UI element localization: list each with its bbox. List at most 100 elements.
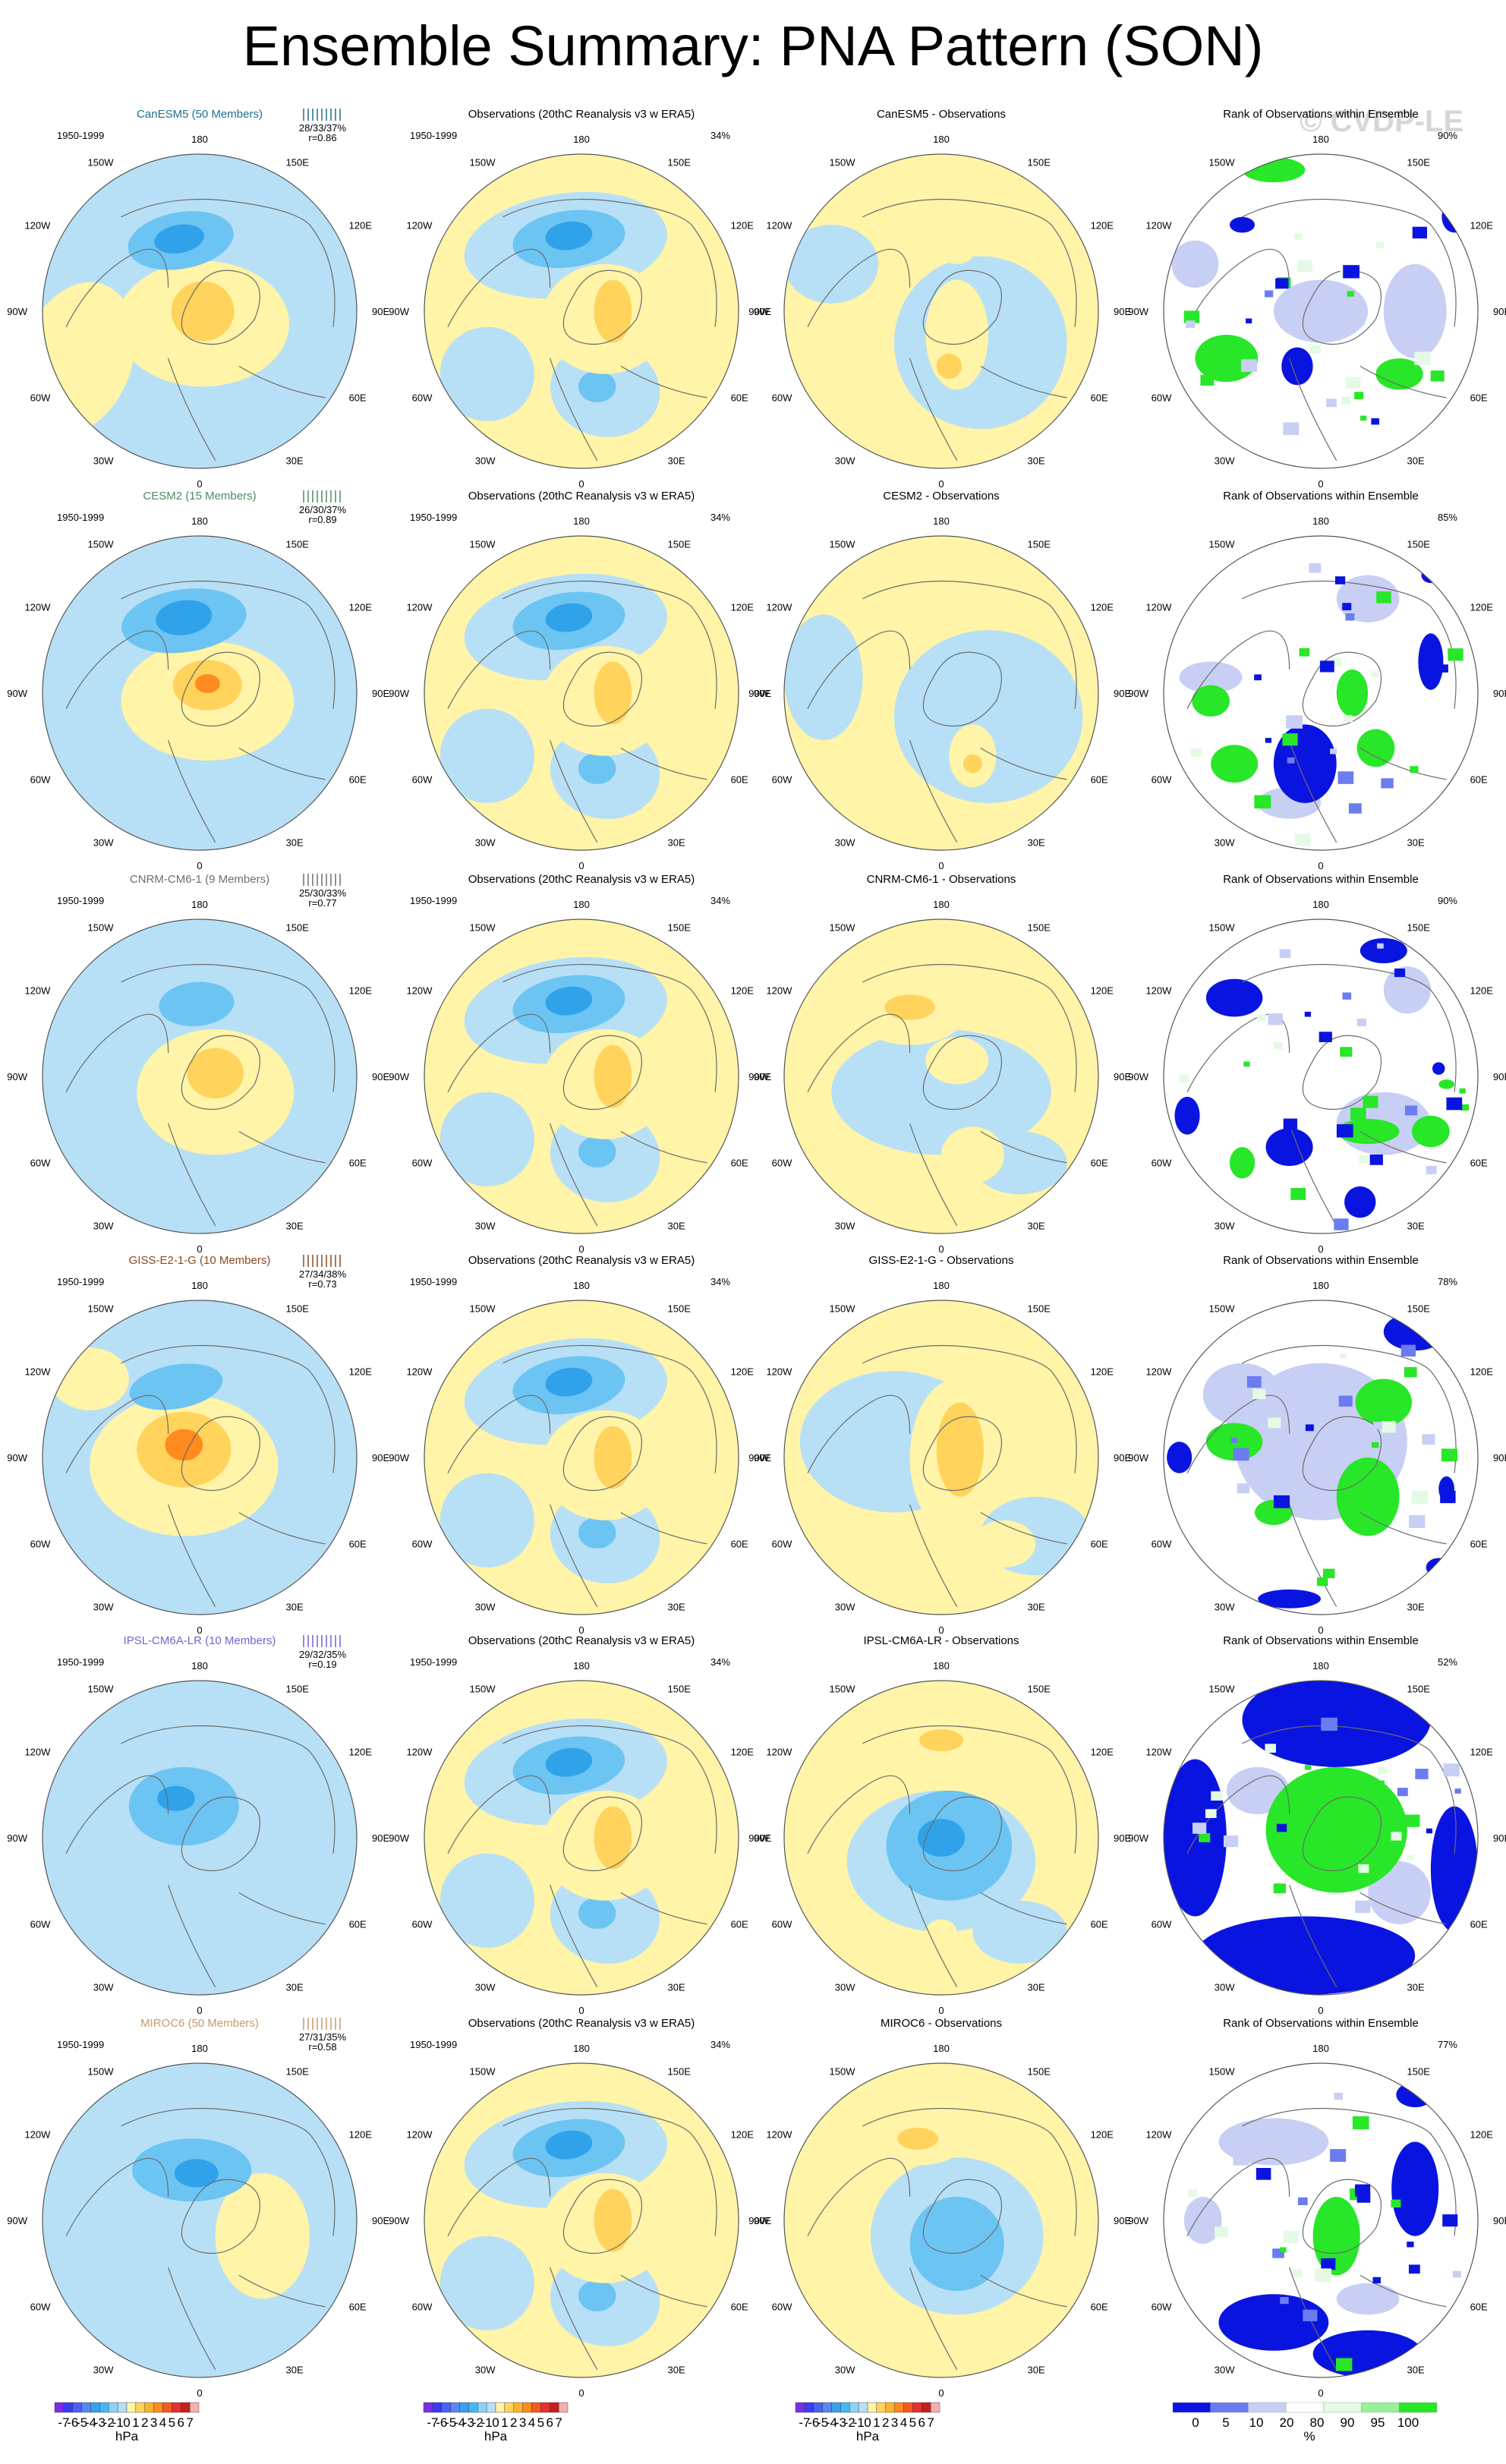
legend-swatch [504,2402,514,2413]
longitude-label: 60W [412,1919,433,1930]
rank-map-grid-cells [1230,1344,1458,1586]
longitude-label: 90E [1114,1071,1131,1082]
longitude-label: 0 [938,478,944,490]
legend-swatch [162,2402,172,2413]
longitude-label: 60W [412,1539,433,1550]
rank-cell [1283,1118,1298,1130]
legend-tick-label: -4 [85,2415,96,2430]
difference-map-border [783,918,1099,1234]
difference-map-border [783,153,1099,469]
rank-map-rank-high-region [1229,1147,1256,1179]
longitude-label: 30E [668,1602,685,1613]
legend-tick-label: -1 [481,2415,493,2430]
rank-map [1163,1300,1479,1615]
longitude-label: 120W [24,1747,51,1758]
legend-difference: -7-6-5-4-3-2-1 0 1 2 3 4 5 6 7 hPa [795,2402,940,2444]
rank-map-grid-cells [1190,562,1463,846]
longitude-label: 30E [1407,1602,1425,1613]
longitude-label: 150E [1407,538,1431,550]
rank-cell [1186,320,1196,328]
longitude-label: 150W [88,922,115,933]
rank-cell [1283,422,1300,436]
rank-cell [1381,778,1394,789]
rank-cell [1330,2149,1347,2162]
longitude-label: 90W [1128,688,1148,699]
rank-map-rank-low-region [1258,1589,1321,1609]
rank-cell [1363,1095,1378,1108]
rank-cell [1348,803,1362,814]
rank-cell [1334,576,1346,584]
model-map [42,918,358,1234]
ensemble-spread-ticks [303,490,341,503]
longitude-label: 120W [766,2129,792,2141]
longitude-label: 0 [1318,1624,1323,1636]
legend-tick-label: -5 [817,2415,828,2430]
longitude-label: 60E [1470,392,1488,404]
difference-map-positive-light-region [937,232,976,264]
longitude-label: 90E [372,1071,389,1082]
longitude-label: 120E [1470,1366,1494,1378]
longitude-label: 90W [7,1071,27,1082]
longitude-label: 90W [7,1452,27,1464]
longitude-label: 90E [1493,306,1506,317]
longitude-label: 120E [731,985,755,997]
longitude-label: 60E [349,1919,367,1930]
model-map-border [42,535,358,851]
longitude-label: 60W [772,2302,792,2313]
difference-title: IPSL-CM6A-LR - Observations [863,1634,1019,1647]
rank-title: Rank of Observations within Ensemble [1223,108,1419,121]
difference-map-border [783,1300,1099,1615]
model-stats: 29/32/35% [299,1649,347,1660]
observations-map [424,2062,739,2378]
rank-map-rank-high-region [1412,1115,1450,1148]
legend-tick-label: -6 [67,2415,78,2430]
longitude-label: 180 [191,134,208,145]
legend-swatch [876,2402,886,2413]
model-map-coastline [65,198,336,461]
longitude-label: 120E [1470,985,1494,997]
longitude-label: 90W [7,2215,27,2226]
legend-tick-label: -4 [826,2415,837,2430]
longitude-label: 120W [766,985,792,997]
longitude-label: 90E [1493,1452,1506,1464]
rank-cell [1290,1188,1306,1200]
longitude-label: 180 [573,899,590,910]
legend-tick-label: 1 [873,2415,880,2430]
longitude-label: 120W [766,1747,792,1758]
rank-title: Rank of Observations within Ensemble [1223,873,1419,886]
legend-tick-label: 4 [900,2415,907,2430]
rank-cell [1381,1421,1396,1433]
rank-cell [1440,1490,1456,1504]
model-map-negative-deep-region [154,224,204,254]
rank-percent: 90% [1438,895,1457,906]
rank-cell [1183,310,1200,323]
observations-map-positive-mid-region [594,2188,632,2252]
longitude-label: 90E [1114,306,1131,317]
longitude-label: 60E [1091,774,1108,786]
observations-map-negative-mid-region [578,370,616,403]
longitude-label: 30W [835,455,855,467]
longitude-label: 0 [1318,2387,1323,2399]
legend-swatch [189,2402,200,2413]
rank-cell [1334,1218,1349,1230]
rank-map-coastline [1186,2107,1457,2370]
longitude-label: 180 [1312,2043,1329,2054]
longitude-label: 120W [1145,2129,1172,2141]
model-stats: 25/30/33% [299,887,347,899]
model-map-border [42,153,358,469]
rank-cell [1391,2199,1401,2208]
legend-tick-label: 2 [882,2415,889,2430]
longitude-label: 150W [830,538,856,550]
longitude-label: 150W [88,1303,115,1314]
rank-cell [1273,1883,1287,1894]
longitude-label: 90W [389,1832,409,1844]
longitude-label: 0 [578,2005,584,2016]
rank-map-coastline [1186,1725,1457,1987]
page-title: Ensemble Summary: PNA Pattern (SON) [242,14,1264,77]
longitude-label: 60W [1152,392,1172,404]
longitude-label: 0 [1318,2005,1323,2016]
legend-swatch [885,2402,895,2413]
longitude-label: 150W [1209,538,1236,550]
rank-cell [1214,2226,1228,2238]
longitude-label: 180 [191,515,208,527]
